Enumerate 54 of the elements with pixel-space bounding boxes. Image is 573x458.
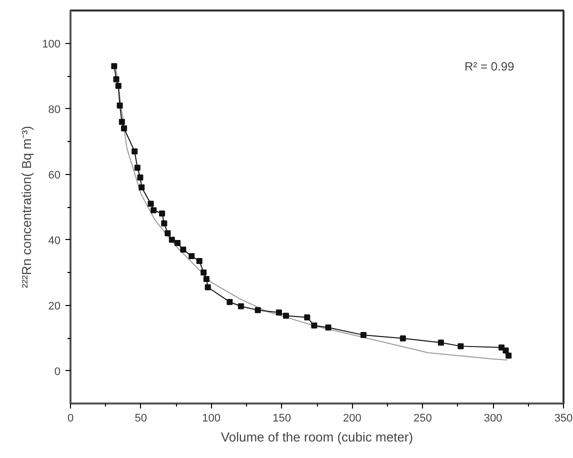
x-tick-label: 100	[202, 412, 221, 424]
x-tick-label: 200	[343, 412, 362, 424]
y-tick-label: 80	[48, 104, 61, 116]
x-tick-label: 350	[554, 412, 573, 424]
x-tick-label: 300	[484, 412, 502, 424]
point	[238, 303, 244, 310]
point	[174, 240, 181, 246]
point	[304, 314, 310, 320]
point	[203, 276, 210, 282]
point	[502, 347, 509, 354]
point	[200, 270, 207, 276]
y-tick-label: 0	[54, 366, 61, 378]
y-axis-title: ²²²Rn concentration( Bq m⁻³)	[19, 126, 34, 288]
point	[168, 236, 175, 243]
point	[180, 246, 186, 253]
point	[254, 307, 261, 314]
y-tick-label: 40	[48, 234, 61, 247]
point	[134, 164, 140, 171]
point	[400, 335, 406, 342]
annotation: R² = 0.99	[464, 59, 515, 74]
point	[188, 253, 195, 260]
point	[115, 82, 122, 89]
point	[311, 322, 318, 329]
point	[161, 220, 168, 226]
point	[121, 125, 128, 132]
point	[325, 324, 332, 331]
y-tick-label: 60	[48, 169, 61, 182]
point	[283, 312, 290, 319]
point	[159, 210, 166, 217]
point	[360, 332, 366, 338]
y-tick-label: 20	[48, 300, 61, 312]
point	[226, 298, 233, 305]
point	[138, 184, 145, 190]
point	[276, 309, 282, 316]
point	[438, 340, 444, 346]
x-tick-label: 250	[413, 412, 432, 424]
point	[196, 258, 202, 264]
point	[506, 352, 512, 359]
point	[116, 102, 123, 108]
point	[113, 76, 120, 82]
point	[164, 230, 171, 236]
point	[118, 118, 125, 125]
y-tick-label: 100	[42, 38, 61, 50]
x-tick-label: 0	[67, 412, 74, 424]
point	[137, 174, 144, 181]
point	[204, 284, 211, 290]
point	[458, 343, 464, 350]
point	[148, 200, 154, 207]
x-axis-title: Volume of the room (cubic meter)	[220, 430, 414, 444]
x-tick-label: 50	[134, 412, 148, 424]
point	[132, 148, 138, 154]
point	[150, 207, 157, 214]
point	[111, 63, 118, 70]
x-tick-label: 150	[272, 412, 291, 424]
